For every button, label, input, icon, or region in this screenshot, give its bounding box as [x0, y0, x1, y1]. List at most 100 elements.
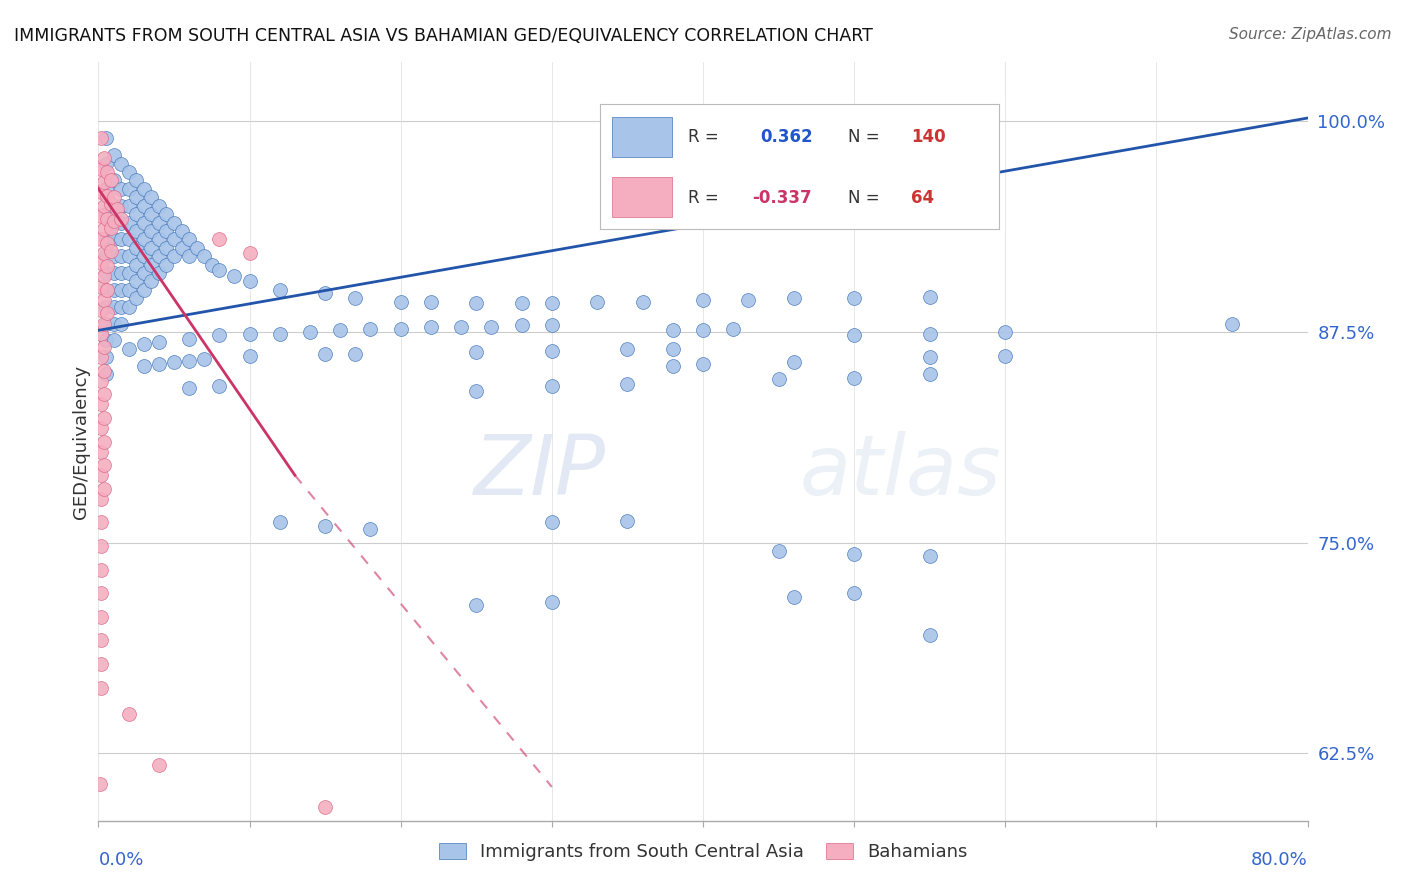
- Point: [141, 224, 163, 238]
- Point: [90, 131, 112, 145]
- Point: [90, 185, 112, 199]
- Point: [540, 594, 562, 608]
- Point: [100, 197, 122, 211]
- Point: [586, 294, 609, 309]
- Point: [179, 232, 201, 246]
- Point: [239, 349, 262, 363]
- Point: [360, 321, 382, 335]
- Point: [465, 384, 488, 398]
- Point: [132, 249, 155, 263]
- Point: [118, 707, 141, 722]
- Point: [90, 468, 112, 483]
- Point: [93, 434, 115, 449]
- Point: [994, 325, 1017, 339]
- Point: [389, 294, 412, 309]
- Point: [93, 293, 115, 307]
- Point: [93, 458, 115, 472]
- Point: [93, 199, 115, 213]
- Point: [90, 232, 112, 246]
- Point: [105, 202, 128, 216]
- Point: [100, 244, 122, 259]
- Point: [148, 357, 170, 371]
- Point: [132, 199, 155, 213]
- Point: [994, 349, 1017, 363]
- Point: [103, 215, 125, 229]
- Point: [90, 609, 112, 624]
- Point: [179, 381, 201, 395]
- Point: [110, 300, 132, 314]
- Point: [118, 215, 141, 229]
- Point: [155, 224, 177, 238]
- Point: [239, 275, 262, 289]
- Point: [110, 266, 132, 280]
- Point: [94, 351, 117, 365]
- Point: [239, 245, 262, 260]
- Point: [118, 283, 141, 297]
- Point: [141, 207, 163, 221]
- Point: [103, 214, 125, 228]
- Point: [918, 290, 941, 304]
- Point: [118, 232, 141, 246]
- Point: [103, 173, 125, 187]
- Point: [314, 347, 336, 361]
- Point: [208, 232, 231, 246]
- Point: [125, 258, 148, 272]
- Point: [93, 482, 115, 496]
- Point: [737, 293, 759, 307]
- Point: [420, 320, 443, 334]
- Point: [540, 379, 562, 393]
- Point: [103, 300, 125, 314]
- Point: [94, 283, 117, 297]
- Point: [510, 318, 533, 333]
- Point: [132, 283, 155, 297]
- Text: IMMIGRANTS FROM SOUTH CENTRAL ASIA VS BAHAMIAN GED/EQUIVALENCY CORRELATION CHART: IMMIGRANTS FROM SOUTH CENTRAL ASIA VS BA…: [14, 27, 873, 45]
- Point: [90, 444, 112, 458]
- Point: [90, 256, 112, 270]
- Point: [96, 165, 118, 179]
- Point: [844, 586, 866, 600]
- Point: [90, 563, 112, 577]
- Point: [125, 207, 148, 221]
- Point: [96, 260, 118, 274]
- Point: [783, 291, 806, 305]
- Point: [93, 317, 115, 331]
- Text: ZIP: ZIP: [474, 432, 606, 512]
- Point: [155, 207, 177, 221]
- Point: [94, 156, 117, 170]
- Point: [90, 491, 112, 506]
- Point: [179, 332, 201, 346]
- Point: [148, 215, 170, 229]
- Point: [661, 342, 683, 356]
- Point: [90, 397, 112, 411]
- Point: [918, 549, 941, 563]
- Point: [141, 190, 163, 204]
- Point: [94, 182, 117, 196]
- Point: [96, 283, 118, 297]
- Point: [844, 328, 866, 343]
- Point: [90, 681, 112, 695]
- Point: [90, 421, 112, 435]
- Point: [616, 342, 638, 356]
- Point: [96, 235, 118, 250]
- Point: [90, 516, 112, 530]
- Point: [110, 199, 132, 213]
- Point: [94, 367, 117, 381]
- Point: [118, 300, 141, 314]
- Point: [768, 544, 790, 558]
- Point: [103, 148, 125, 162]
- Point: [314, 800, 336, 814]
- Text: 0.0%: 0.0%: [98, 851, 143, 869]
- Point: [239, 326, 262, 341]
- Point: [344, 291, 367, 305]
- Point: [616, 514, 638, 528]
- Point: [170, 241, 193, 255]
- Point: [420, 294, 443, 309]
- Point: [918, 351, 941, 365]
- Point: [110, 283, 132, 297]
- Legend: Immigrants from South Central Asia, Bahamians: Immigrants from South Central Asia, Baha…: [432, 836, 974, 869]
- Point: [94, 232, 117, 246]
- Point: [844, 548, 866, 562]
- Point: [450, 320, 472, 334]
- Point: [844, 291, 866, 305]
- Point: [918, 326, 941, 341]
